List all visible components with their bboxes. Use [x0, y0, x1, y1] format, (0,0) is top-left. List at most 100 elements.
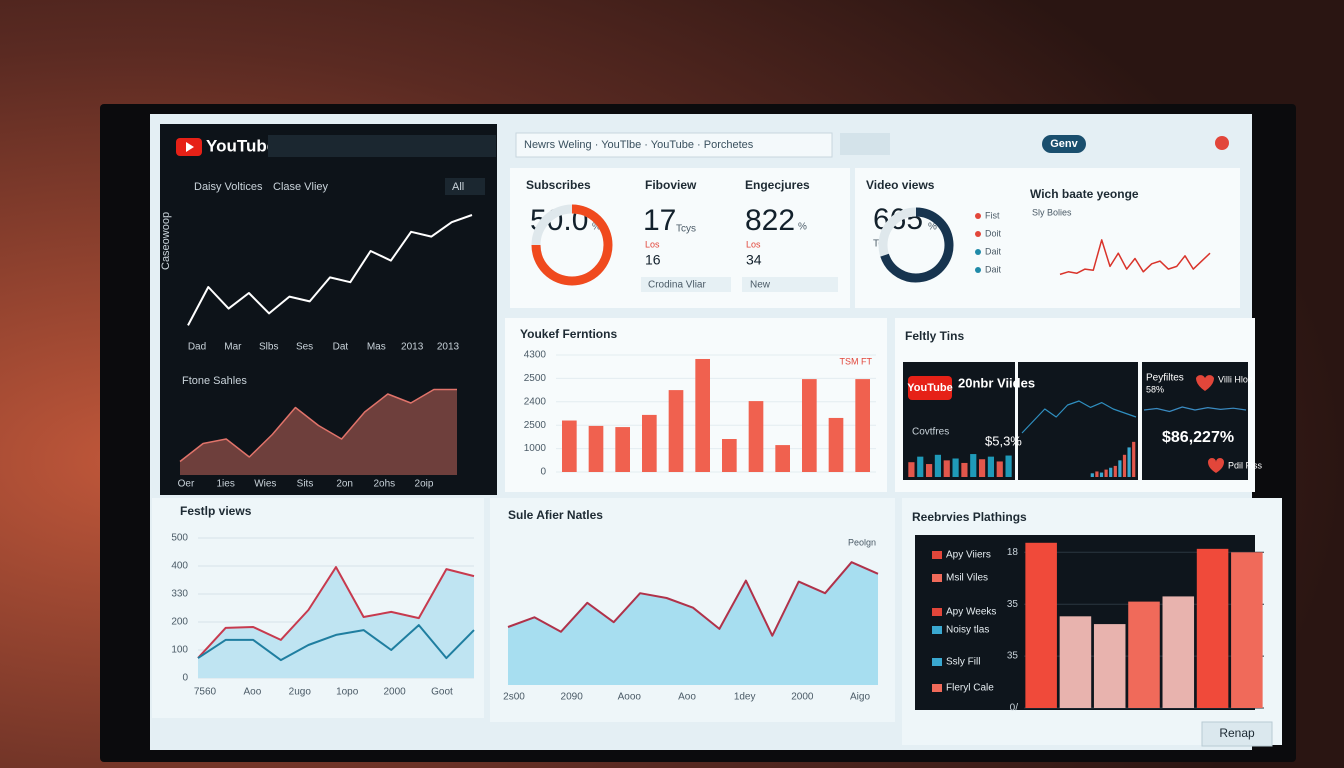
bar [1231, 552, 1263, 708]
legend-label: Fist [985, 210, 1000, 220]
y-tick-label: 35 [1007, 599, 1019, 610]
side-label: Caseowoop [160, 212, 172, 270]
stat-note: Los [645, 239, 660, 249]
bar [996, 461, 1003, 477]
legend-label: Msil Viles [946, 573, 988, 584]
heart-icon [1208, 458, 1224, 473]
search-buttons[interactable] [840, 133, 890, 155]
x-tick-label: 2ohs [373, 479, 395, 490]
legend-swatch [932, 551, 942, 559]
x-tick-label: 1ies [216, 479, 234, 490]
y-tick-label: 35 [1007, 651, 1019, 662]
tab[interactable]: Clase Vliey [273, 181, 329, 193]
heart-icon [1196, 375, 1214, 391]
breadcrumb-box[interactable] [515, 132, 833, 158]
button-label: Genv [1050, 138, 1078, 150]
bar [828, 417, 844, 472]
thumb-value: $86,227% [1162, 429, 1234, 446]
x-tick-label: Mas [367, 342, 386, 353]
bar [1127, 447, 1131, 477]
x-tick-label: Aoo [244, 687, 262, 698]
bar [1162, 596, 1195, 708]
legend-dot [975, 249, 981, 255]
stat-link[interactable]: Crodina Vliar [648, 280, 706, 291]
y-tick-label: 400 [171, 561, 188, 572]
legend-swatch [932, 684, 942, 692]
bar [943, 460, 950, 477]
button[interactable] [1201, 721, 1273, 747]
y-tick-label: 18 [1007, 547, 1019, 558]
bar [1093, 624, 1126, 708]
bar [1113, 465, 1117, 477]
link-box[interactable] [641, 277, 731, 292]
stat-unit: % [798, 222, 807, 233]
bar [642, 414, 657, 472]
x-tick-label: Aooo [618, 692, 642, 703]
panel-title: Sule Afier Natles [508, 508, 603, 522]
thumb-note: Villi Hlos [1218, 374, 1253, 384]
x-tick-label: 2on [336, 479, 353, 490]
stat-unit: Tcys [676, 224, 696, 235]
x-tick-label: Sits [297, 479, 314, 490]
legend-label: Noisy tlas [946, 625, 989, 636]
y-tick-label: 0 [182, 673, 188, 684]
stat-link[interactable]: New [750, 280, 771, 291]
stats-card [855, 168, 1240, 308]
x-tick-label: 2oip [415, 479, 434, 490]
bar [908, 462, 915, 477]
bar [987, 456, 995, 477]
avatar[interactable] [1215, 136, 1229, 150]
panel-subtitle[interactable]: Sly Bolies [1032, 207, 1072, 217]
x-tick-label: Aoo [678, 692, 696, 703]
area [180, 389, 457, 475]
x-tick-label: 2ugo [289, 687, 312, 698]
bar [748, 401, 764, 472]
y-tick-label: 2500 [524, 420, 547, 431]
search-box[interactable] [268, 135, 496, 157]
bar [1095, 471, 1099, 477]
legend-label: Dait [985, 246, 1002, 256]
bar [668, 390, 684, 472]
bar [1122, 454, 1127, 477]
bar [1118, 460, 1122, 477]
legend-label: Fleryl Cale [946, 683, 994, 694]
button[interactable] [1042, 135, 1086, 153]
y-tick-label: 0 [540, 467, 546, 478]
legend-dot [975, 267, 981, 273]
y-tick-label: 330 [171, 589, 188, 600]
stat-label: Engecjures [745, 178, 810, 192]
bar [917, 456, 924, 477]
tab[interactable]: Daisy Voltices [194, 181, 263, 193]
x-tick-label: 1dey [734, 692, 756, 703]
link-box[interactable] [742, 277, 838, 292]
stat-label: Fiboview [645, 178, 697, 192]
bar [1128, 601, 1160, 708]
bar [961, 462, 968, 477]
bar [775, 445, 790, 472]
y-tick-label: 0/ [1010, 703, 1019, 714]
x-tick-label: Slbs [259, 342, 278, 353]
thumbnail[interactable] [1142, 362, 1248, 480]
x-tick-label: Goot [431, 687, 453, 698]
panel-title: Youkef Ferntions [520, 327, 617, 341]
bar [1025, 542, 1057, 708]
x-tick-label: Dat [333, 342, 349, 353]
x-tick-label: Wies [254, 479, 276, 490]
line [1059, 239, 1211, 276]
x-tick-label: 2013 [401, 342, 424, 353]
y-tick-label: 500 [171, 533, 188, 544]
y-tick-label: 100 [171, 645, 188, 656]
filter-box[interactable] [445, 178, 485, 195]
thumb-logo-box [908, 376, 952, 400]
x-tick-label: 1opo [336, 687, 359, 698]
bar [588, 425, 604, 472]
line [187, 214, 473, 326]
bar [978, 459, 986, 477]
filter[interactable]: All [452, 181, 464, 193]
x-tick-label: Dad [188, 342, 206, 353]
chart-title: Ftone Sahles [182, 375, 247, 387]
thumbnail[interactable] [1018, 362, 1138, 480]
legend-swatch [932, 658, 942, 666]
thumb-title: Peyfiltes [1146, 373, 1184, 384]
stat-note: Los [746, 239, 761, 249]
